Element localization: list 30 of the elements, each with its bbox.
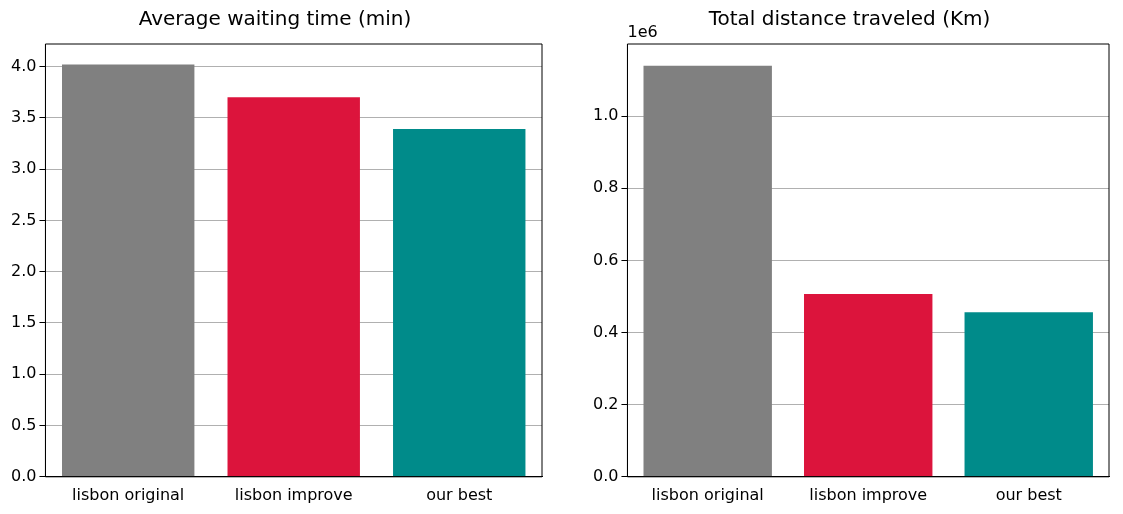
y-tick-label: 0.5 [10, 414, 37, 434]
y-tick-label: 1.0 [10, 363, 37, 383]
x-tick-label: lisbon original [72, 484, 185, 504]
bar [393, 129, 526, 477]
y-tick-label: 4.0 [10, 55, 37, 75]
y-tick-label: 2.5 [10, 209, 37, 229]
bar [804, 293, 933, 477]
x-tick-label: our best [426, 484, 493, 504]
y-tick-label: 1.0 [592, 105, 619, 125]
y-tick-label: 0.6 [592, 249, 619, 269]
y-tick-label: 0.8 [592, 177, 619, 197]
x-tick-label: lisbon improve [809, 484, 928, 504]
y-tick-label: 1.5 [10, 312, 37, 332]
y-tick-label: 2.0 [10, 260, 37, 280]
chart-title: Total distance traveled (Km) [707, 6, 991, 31]
y-tick-label: 0.4 [592, 321, 619, 341]
x-tick-label: lisbon improve [234, 484, 353, 504]
y-tick-label: 3.5 [10, 107, 37, 126]
bar [227, 97, 360, 477]
bar [964, 312, 1093, 477]
text: 1e6 [627, 22, 658, 42]
chart-title: Average waiting time (min) [138, 6, 412, 31]
y-tick-label: 0.0 [592, 465, 619, 485]
y-tick-label: 0.0 [10, 465, 37, 485]
y-tick-label: 3.0 [10, 158, 37, 178]
x-tick-label: our best [995, 484, 1062, 504]
y-tick-label: 0.2 [592, 393, 619, 413]
bar [643, 65, 772, 477]
bar [62, 64, 195, 477]
x-tick-label: lisbon original [651, 484, 764, 504]
